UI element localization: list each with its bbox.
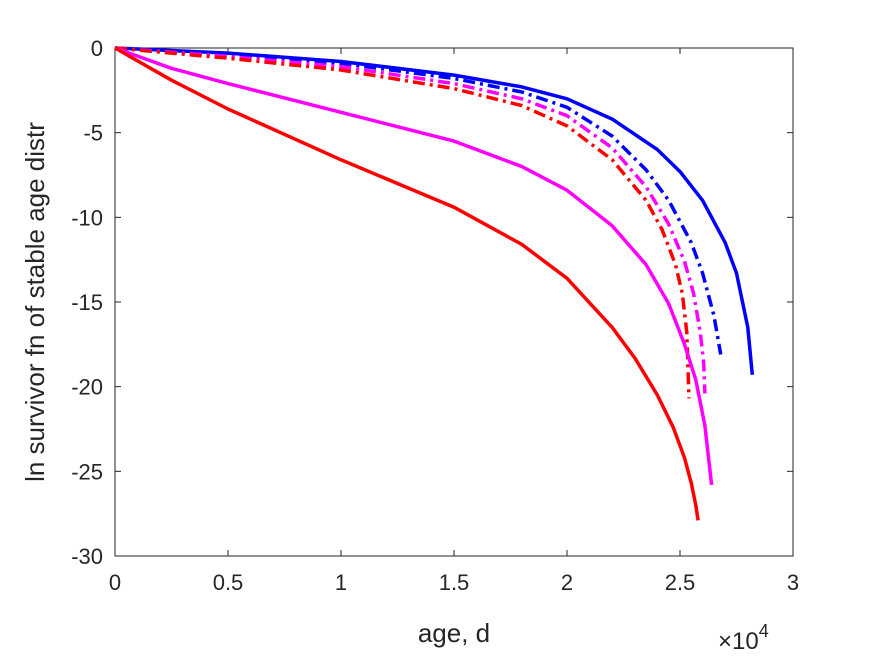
x-multiplier-base: ×10 xyxy=(718,628,759,655)
y-tick-label: -5 xyxy=(83,121,103,146)
x-tick-label: 2 xyxy=(561,570,573,595)
y-axis-label: ln survivor fn of stable age distr xyxy=(20,122,50,482)
series-line-6 xyxy=(114,46,700,521)
series-line-4 xyxy=(114,46,691,399)
x-axis-multiplier: ×104 xyxy=(718,621,769,655)
series-line-2 xyxy=(114,46,723,355)
y-tick-label: -15 xyxy=(71,290,103,315)
x-tick-label: 1 xyxy=(335,570,347,595)
x-multiplier-exponent: 4 xyxy=(759,621,769,641)
y-tick-label: -20 xyxy=(71,375,103,400)
x-axis-label: age, d xyxy=(418,618,490,648)
x-tick-label: 0.5 xyxy=(213,570,244,595)
x-tick-label: 3 xyxy=(787,570,799,595)
axis-ticks: 0 0.5 1 1.5 2 2.5 3 0 -5 -10 -15 -20 -25 -30 xyxy=(71,36,799,595)
series-line-1 xyxy=(114,46,755,375)
plot-area xyxy=(114,47,794,557)
y-tick-label: -25 xyxy=(71,459,103,484)
y-tick-label: -10 xyxy=(71,205,103,230)
y-tick-label: -30 xyxy=(71,544,103,569)
series-line-5 xyxy=(114,46,714,486)
x-tick-label: 0 xyxy=(109,570,121,595)
x-tick-label: 2.5 xyxy=(665,570,696,595)
x-tick-label: 1.5 xyxy=(439,570,470,595)
series-layer xyxy=(114,46,755,521)
y-tick-label: 0 xyxy=(91,36,103,61)
